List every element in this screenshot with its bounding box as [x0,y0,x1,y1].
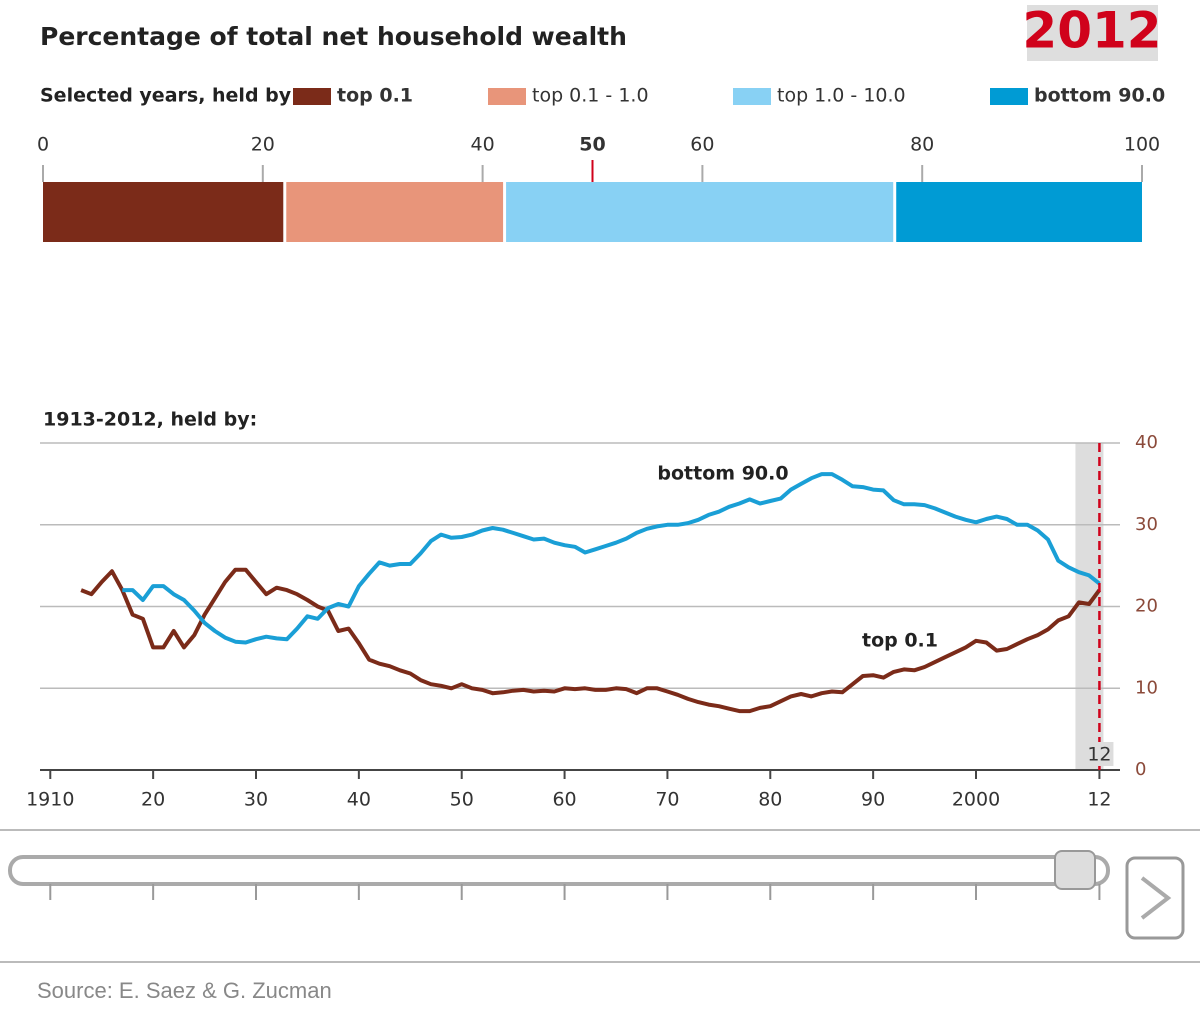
legend-swatch [990,88,1028,105]
bar-subtitle: Selected years, held by: [40,85,299,107]
legend-label: top 0.1 - 1.0 [532,85,649,107]
legend-swatch [488,88,526,105]
x-tick-label: 60 [552,789,576,811]
slider-track[interactable] [8,855,1110,886]
x-tick-label: 70 [655,789,679,811]
x-tick-label: 20 [251,134,275,156]
x-tick-label: 90 [861,789,885,811]
x-tick-label: 30 [244,789,268,811]
y-tick-label: 0 [1135,759,1146,780]
year-label: 2012 [1022,2,1161,60]
year-badge [1027,5,1158,61]
bar-segment [43,182,284,242]
x-tick-label: 80 [758,789,782,811]
legend-swatch [733,88,771,105]
slider-thumb[interactable] [1054,850,1096,890]
y-tick-label: 20 [1135,596,1158,617]
x-tick-label: 40 [471,134,495,156]
y-tick-label: 10 [1135,677,1158,698]
x-tick-label: 2000 [952,789,1000,811]
x-tick-label: 12 [1087,789,1111,811]
x-tick-label: 60 [690,134,714,156]
legend-label: top 1.0 - 10.0 [777,85,906,107]
source: Source: E. Saez & G. Zucman [37,978,332,1003]
line-subtitle: 1913-2012, held by: [43,409,257,431]
y-tick-label: 40 [1135,432,1158,453]
series-annotation: bottom 90.0 [657,463,788,485]
x-tick-label: 40 [347,789,371,811]
next-chevron [1140,876,1172,920]
bar-segment [286,182,504,242]
series-annotation: top 0.1 [862,630,938,652]
x-tick-label: 1910 [26,789,74,811]
bar-segment [896,182,1142,242]
y-tick-label: 30 [1135,514,1158,535]
series-line [122,472,1101,645]
slider-ticks [49,884,1101,900]
x-tick-label: 80 [910,134,934,156]
x-tick-label: 100 [1124,134,1160,156]
legend-swatch [293,88,331,105]
next-button[interactable] [1125,856,1185,940]
x-tick-label: 50 [450,789,474,811]
x-tick-label: 0 [37,134,49,156]
highlight-label: 12 [1087,744,1111,766]
title: Percentage of total net household wealth [40,22,627,51]
legend-label: top 0.1 [337,85,413,107]
highlight-label-bg [1085,742,1114,766]
x-tick-label: 20 [141,789,165,811]
series-line [80,567,1102,714]
legend-label: bottom 90.0 [1034,85,1165,107]
x-tick-label: 50 [579,134,605,156]
bar-segment [506,182,894,242]
